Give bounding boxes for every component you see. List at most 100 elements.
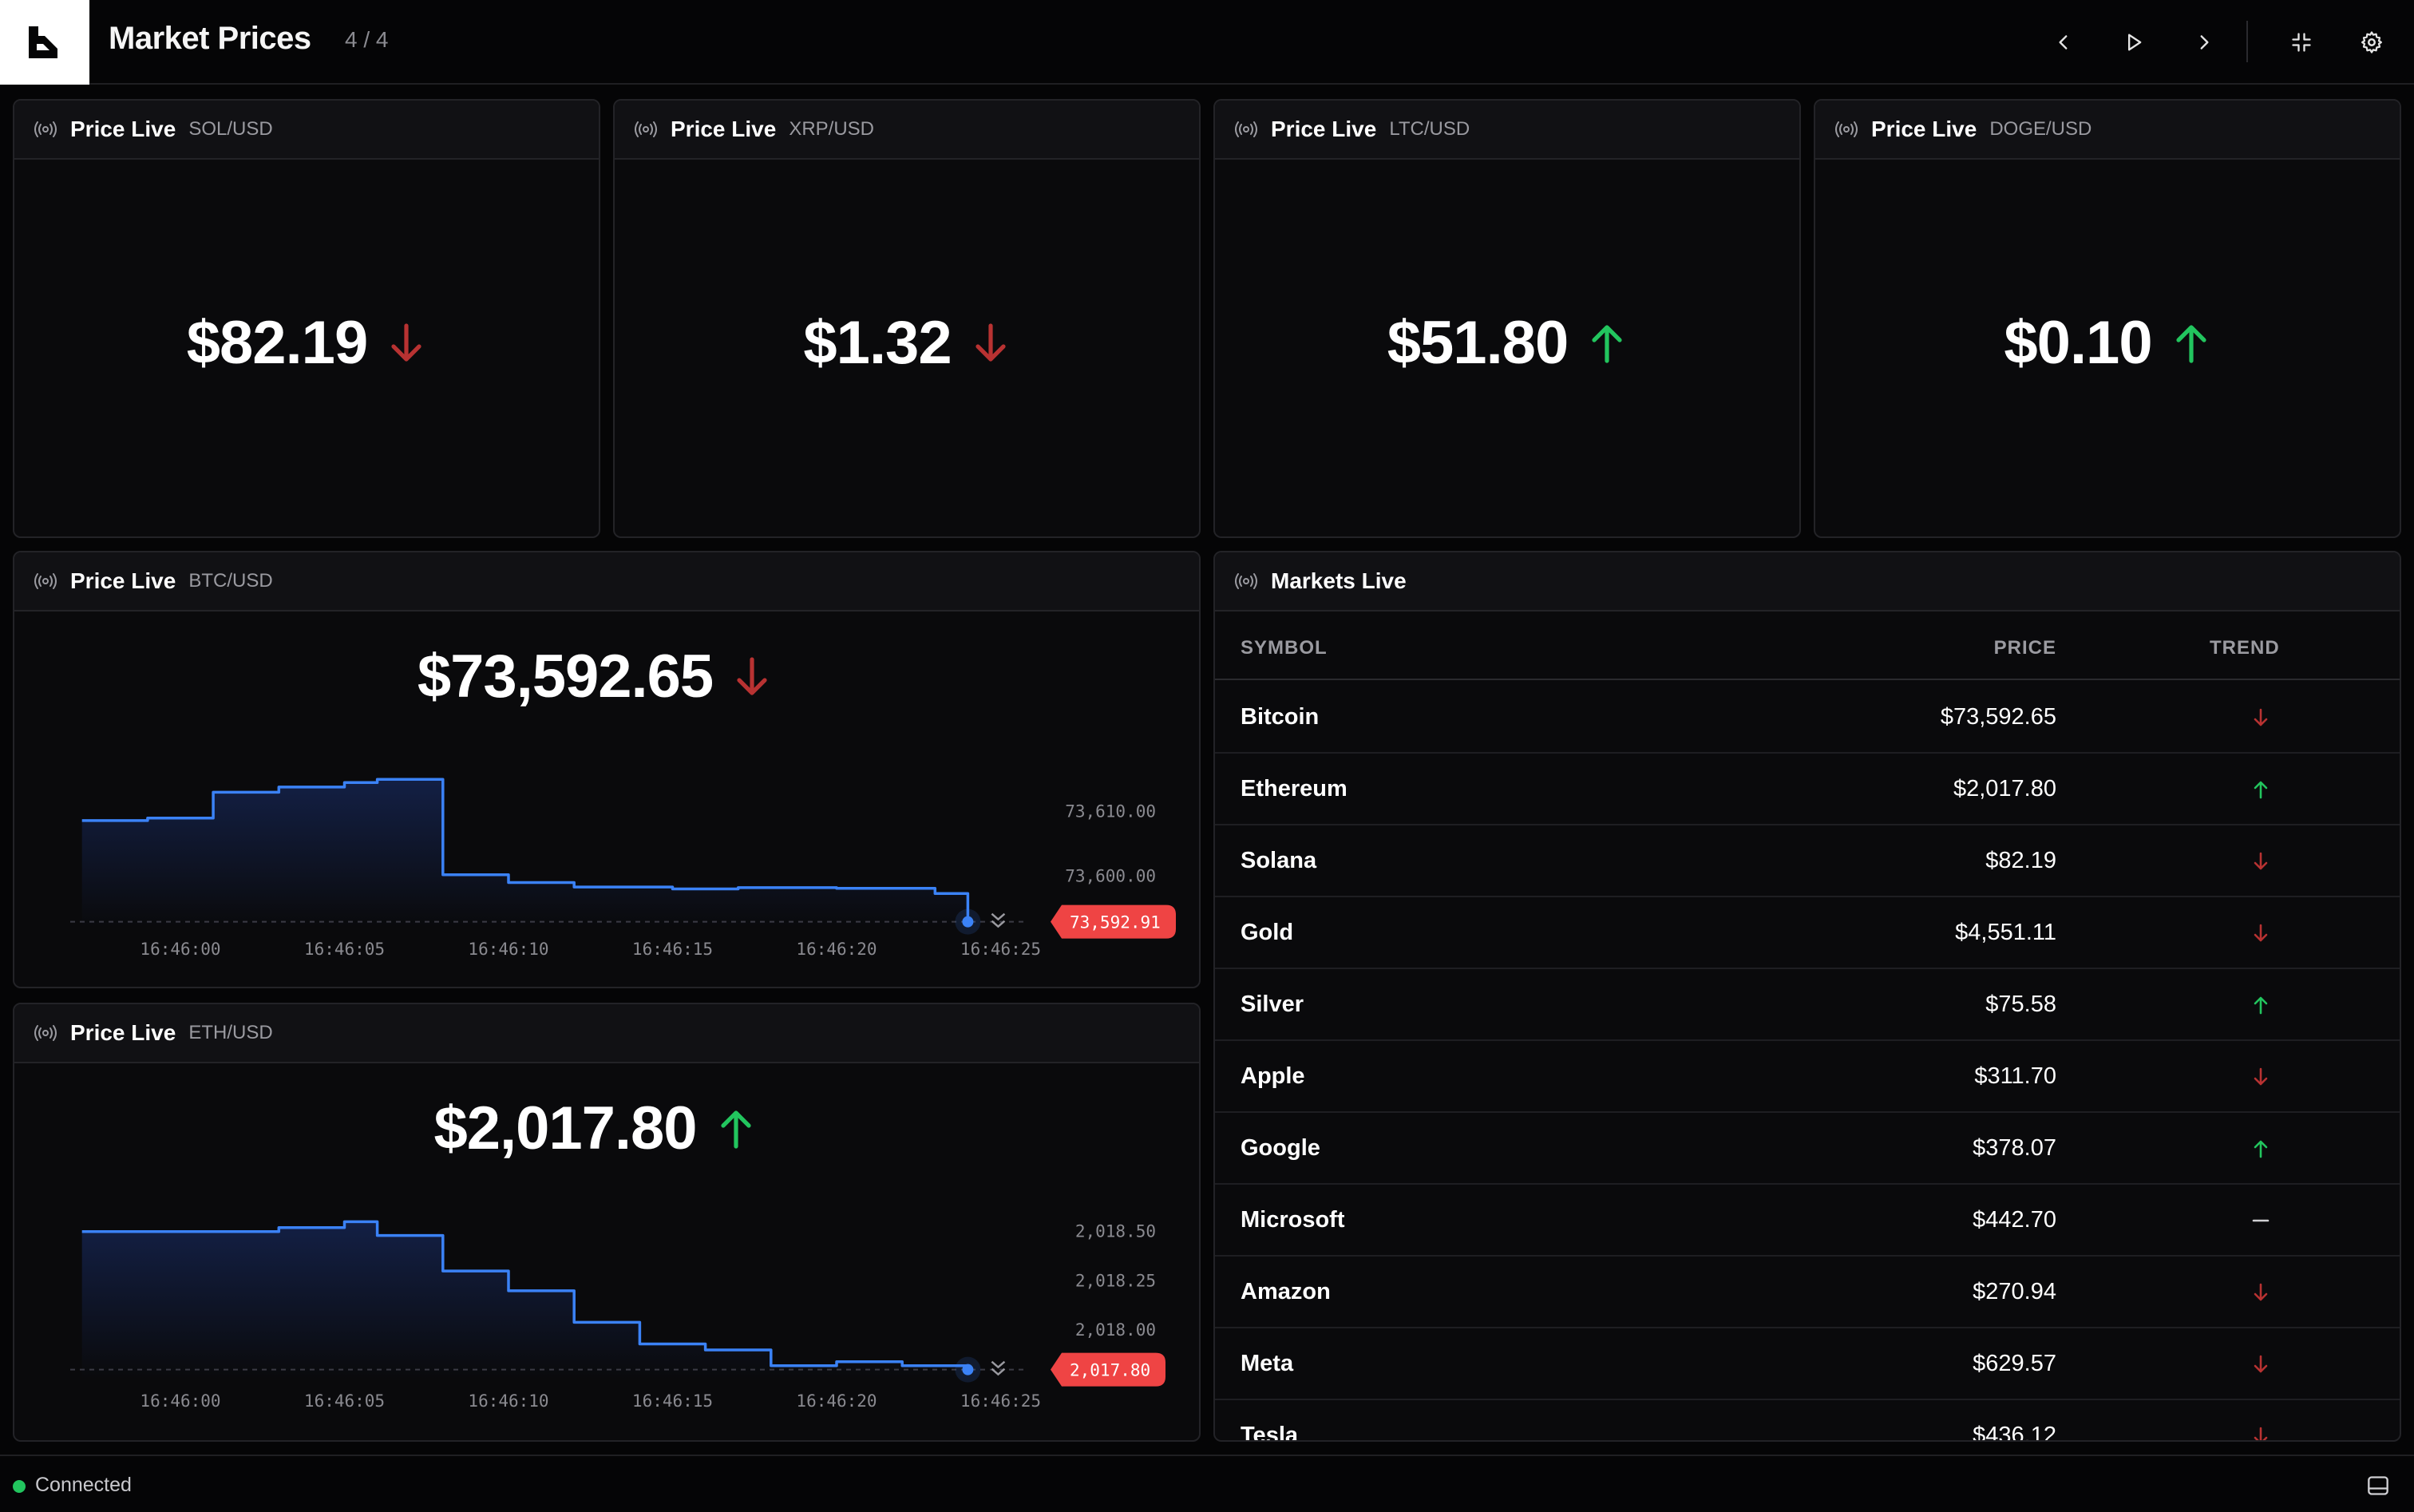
price-cell: $311.70 — [1974, 1063, 2056, 1089]
price-cell: $629.57 — [1973, 1351, 2056, 1376]
prev-button[interactable] — [2042, 21, 2085, 64]
eth-price-chart[interactable]: 2,018.50 2,018.25 2,018.00 16:46:00 16:46:05… — [14, 1196, 1199, 1435]
play-icon — [2128, 34, 2142, 51]
x-tick-label: 16:46:15 — [632, 1391, 713, 1411]
table-row[interactable]: Apple $311.70 — [1215, 1041, 2400, 1113]
symbol-cell: Amazon — [1241, 1279, 1331, 1304]
exit-fullscreen-button[interactable] — [2280, 21, 2323, 64]
column-header-symbol[interactable]: SYMBOL — [1241, 637, 1328, 659]
table-row[interactable]: Ethereum $2,017.80 — [1215, 754, 2400, 825]
arrow-down-icon — [2246, 921, 2275, 945]
app-logo[interactable] — [0, 0, 89, 85]
dash-icon — [2246, 1209, 2275, 1233]
panel-header: Price Live DOGE/USD — [1815, 101, 2400, 160]
settings-button[interactable] — [2350, 21, 2393, 64]
symbol-cell: Gold — [1241, 920, 1294, 945]
table-row[interactable]: Meta $629.57 — [1215, 1328, 2400, 1400]
price-cell: $75.58 — [1985, 992, 2056, 1017]
panel-bottom-icon — [2368, 1476, 2388, 1495]
x-tick-label: 16:46:00 — [140, 940, 220, 959]
arrow-down-icon — [2246, 1280, 2275, 1304]
panel-title: Price Live — [1271, 117, 1377, 141]
price-value: $1.32 — [803, 309, 952, 377]
broadcast-icon — [1834, 121, 1858, 138]
arrow-down-icon — [2246, 1424, 2275, 1440]
broadcast-icon — [34, 121, 57, 138]
btc-chart-panel: Price Live BTC/USD $73,592.65 73,610.00 7… — [13, 551, 1201, 988]
connection-status: Connected — [35, 1474, 132, 1496]
eth-chart-panel: Price Live ETH/USD $2,017.80 2,018.50 2,0… — [13, 1003, 1201, 1442]
current-price-tag-label: 73,592.91 — [1070, 913, 1161, 932]
table-row[interactable]: Solana $82.19 — [1215, 825, 2400, 897]
pair-label: SOL/USD — [188, 118, 273, 140]
price-display: $0.10 — [1815, 308, 2400, 378]
panel-title: Markets Live — [1271, 568, 1407, 593]
price-cell: $82.19 — [1985, 848, 2056, 873]
panel-header: Markets Live — [1215, 552, 2400, 612]
table-row[interactable]: Bitcoin $73,592.65 — [1215, 682, 2400, 754]
symbol-cell: Google — [1241, 1135, 1320, 1161]
area-fill — [81, 1221, 968, 1379]
table-row[interactable]: Google $378.07 — [1215, 1113, 2400, 1185]
broadcast-icon — [1234, 121, 1258, 138]
price-display: $2,017.80 — [14, 1094, 1199, 1163]
table-row[interactable]: Gold $4,551.11 — [1215, 897, 2400, 969]
area-fill — [81, 779, 968, 928]
y-tick-label: 73,610.00 — [1065, 802, 1156, 821]
btc-price-chart[interactable]: 73,610.00 73,600.00 16:46:00 16:46:05 16:46:… — [14, 744, 1199, 984]
price-display: $51.80 — [1215, 308, 1799, 378]
symbol-cell: Microsoft — [1241, 1207, 1345, 1233]
pair-label: BTC/USD — [188, 570, 273, 592]
arrow-down-icon — [2246, 1065, 2275, 1089]
gear-icon — [2361, 31, 2382, 53]
table-row[interactable]: Tesla $436.12 — [1215, 1400, 2400, 1442]
panel-toggle-button[interactable] — [2365, 1472, 2392, 1499]
connection-status-dot — [13, 1480, 26, 1493]
panel-header: Price Live ETH/USD — [14, 1004, 1199, 1063]
panel-header: Price Live LTC/USD — [1215, 101, 1799, 160]
chevron-right-icon — [2200, 35, 2209, 49]
header-divider — [2246, 21, 2248, 62]
scroll-latest-icon[interactable] — [991, 1360, 1006, 1376]
logo-icon — [29, 26, 57, 58]
table-header: SYMBOL PRICE TREND — [1215, 613, 2400, 680]
arrow-up-icon — [716, 1106, 756, 1151]
x-tick-label: 16:46:10 — [468, 1391, 548, 1411]
panel-title: Price Live — [70, 568, 176, 593]
y-tick-label: 73,600.00 — [1065, 866, 1156, 885]
symbol-cell: Silver — [1241, 992, 1304, 1017]
symbol-cell: Tesla — [1241, 1423, 1299, 1442]
symbol-cell: Meta — [1241, 1351, 1294, 1376]
status-bar: Connected — [0, 1455, 2414, 1512]
pair-label: LTC/USD — [1389, 118, 1470, 140]
tile-xrp: Price Live XRP/USD $1.32 — [613, 99, 1201, 538]
pair-label: XRP/USD — [789, 118, 874, 140]
price-cell: $4,551.11 — [1955, 920, 2056, 945]
tile-ltc: Price Live LTC/USD $51.80 — [1213, 99, 1801, 538]
x-tick-label: 16:46:25 — [960, 1391, 1041, 1411]
x-tick-label: 16:46:20 — [796, 1391, 877, 1411]
column-header-trend[interactable]: TREND — [2210, 637, 2280, 659]
x-tick-label: 16:46:05 — [304, 940, 385, 959]
table-row[interactable]: Silver $75.58 — [1215, 969, 2400, 1041]
panel-title: Price Live — [1871, 117, 1977, 141]
next-button[interactable] — [2182, 21, 2226, 64]
symbol-cell: Ethereum — [1241, 776, 1347, 802]
symbol-cell: Solana — [1241, 848, 1317, 873]
arrow-up-icon — [2246, 778, 2275, 802]
x-tick-label: 16:46:05 — [304, 1391, 385, 1411]
play-button[interactable] — [2112, 21, 2155, 64]
table-row[interactable]: Microsoft $442.70 — [1215, 1185, 2400, 1257]
price-cell: $378.07 — [1973, 1135, 2056, 1161]
arrow-up-icon — [2171, 321, 2211, 366]
table-row[interactable]: Amazon $270.94 — [1215, 1257, 2400, 1328]
broadcast-icon — [634, 121, 658, 138]
page-counter: 4 / 4 — [345, 27, 389, 52]
series-line — [81, 1220, 970, 1370]
column-header-price[interactable]: PRICE — [1993, 637, 2056, 659]
price-display: $1.32 — [615, 308, 1199, 378]
scroll-latest-icon[interactable] — [991, 912, 1006, 928]
last-point-marker — [962, 916, 974, 928]
x-tick-label: 16:46:25 — [960, 940, 1041, 959]
x-tick-label: 16:46:20 — [796, 940, 877, 959]
